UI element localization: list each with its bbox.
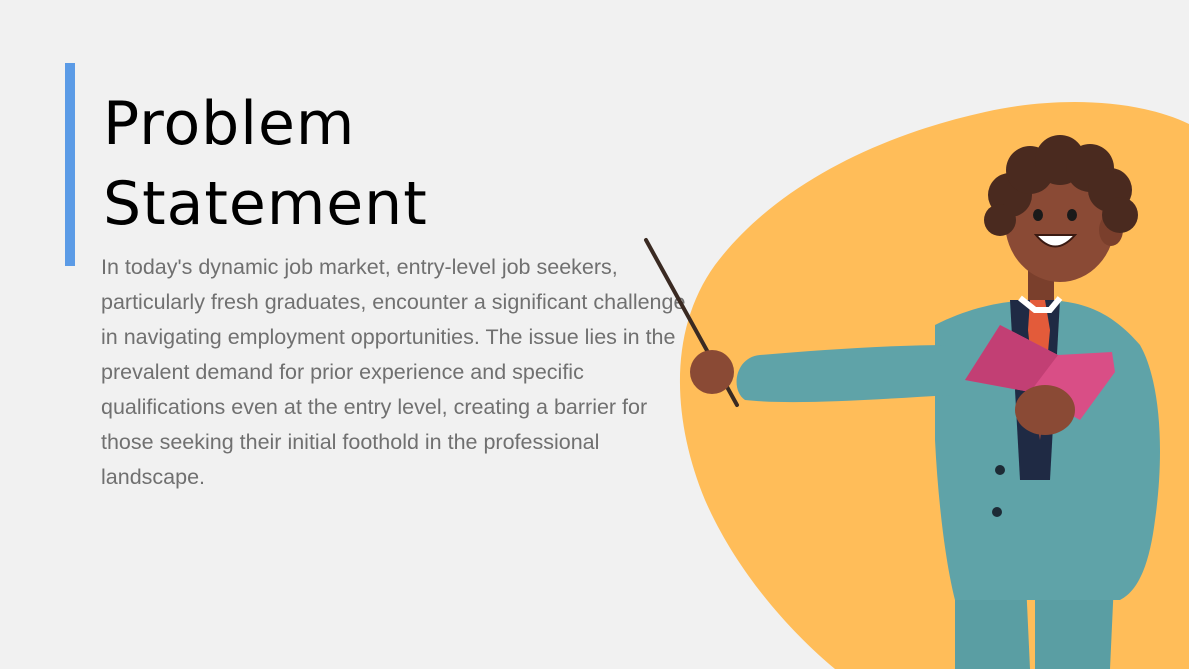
jacket xyxy=(935,300,1160,600)
hair xyxy=(984,135,1138,236)
pointing-hand xyxy=(690,350,734,394)
problem-description: In today's dynamic job market, entry-lev… xyxy=(101,255,686,489)
book xyxy=(965,325,1115,420)
slide-title: Problem Statement xyxy=(103,89,428,239)
pointing-arm xyxy=(736,345,950,403)
orange-blob xyxy=(679,101,1189,669)
head xyxy=(1005,162,1115,282)
legs xyxy=(955,560,1030,669)
accent-bar xyxy=(65,63,75,266)
